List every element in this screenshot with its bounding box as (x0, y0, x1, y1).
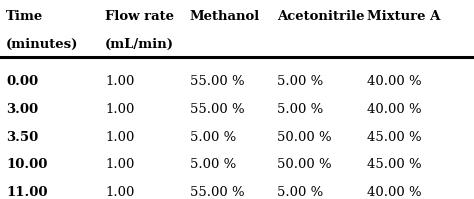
Text: 1.00: 1.00 (105, 186, 135, 199)
Text: 1.00: 1.00 (105, 75, 135, 88)
Text: 0.00: 0.00 (6, 75, 38, 88)
Text: 45.00 %: 45.00 % (366, 131, 421, 144)
Text: 45.00 %: 45.00 % (366, 158, 421, 171)
Text: 10.00: 10.00 (6, 158, 47, 171)
Text: 5.00 %: 5.00 % (277, 75, 323, 88)
Text: 55.00 %: 55.00 % (190, 186, 245, 199)
Text: 1.00: 1.00 (105, 103, 135, 116)
Text: 50.00 %: 50.00 % (277, 131, 332, 144)
Text: Acetonitrile: Acetonitrile (277, 10, 365, 23)
Text: 1.00: 1.00 (105, 131, 135, 144)
Text: 5.00 %: 5.00 % (190, 158, 236, 171)
Text: Mixture A: Mixture A (366, 10, 440, 23)
Text: 40.00 %: 40.00 % (366, 75, 421, 88)
Text: 5.00 %: 5.00 % (190, 131, 236, 144)
Text: 40.00 %: 40.00 % (366, 186, 421, 199)
Text: 3.50: 3.50 (6, 131, 38, 144)
Text: 55.00 %: 55.00 % (190, 75, 245, 88)
Text: Flow rate: Flow rate (105, 10, 174, 23)
Text: (minutes): (minutes) (6, 38, 79, 51)
Text: (mL/min): (mL/min) (105, 38, 174, 51)
Text: 50.00 %: 50.00 % (277, 158, 332, 171)
Text: 11.00: 11.00 (6, 186, 47, 199)
Text: 3.00: 3.00 (6, 103, 38, 116)
Text: 5.00 %: 5.00 % (277, 186, 323, 199)
Text: 5.00 %: 5.00 % (277, 103, 323, 116)
Text: Methanol: Methanol (190, 10, 260, 23)
Text: 1.00: 1.00 (105, 158, 135, 171)
Text: 40.00 %: 40.00 % (366, 103, 421, 116)
Text: Time: Time (6, 10, 43, 23)
Text: 55.00 %: 55.00 % (190, 103, 245, 116)
